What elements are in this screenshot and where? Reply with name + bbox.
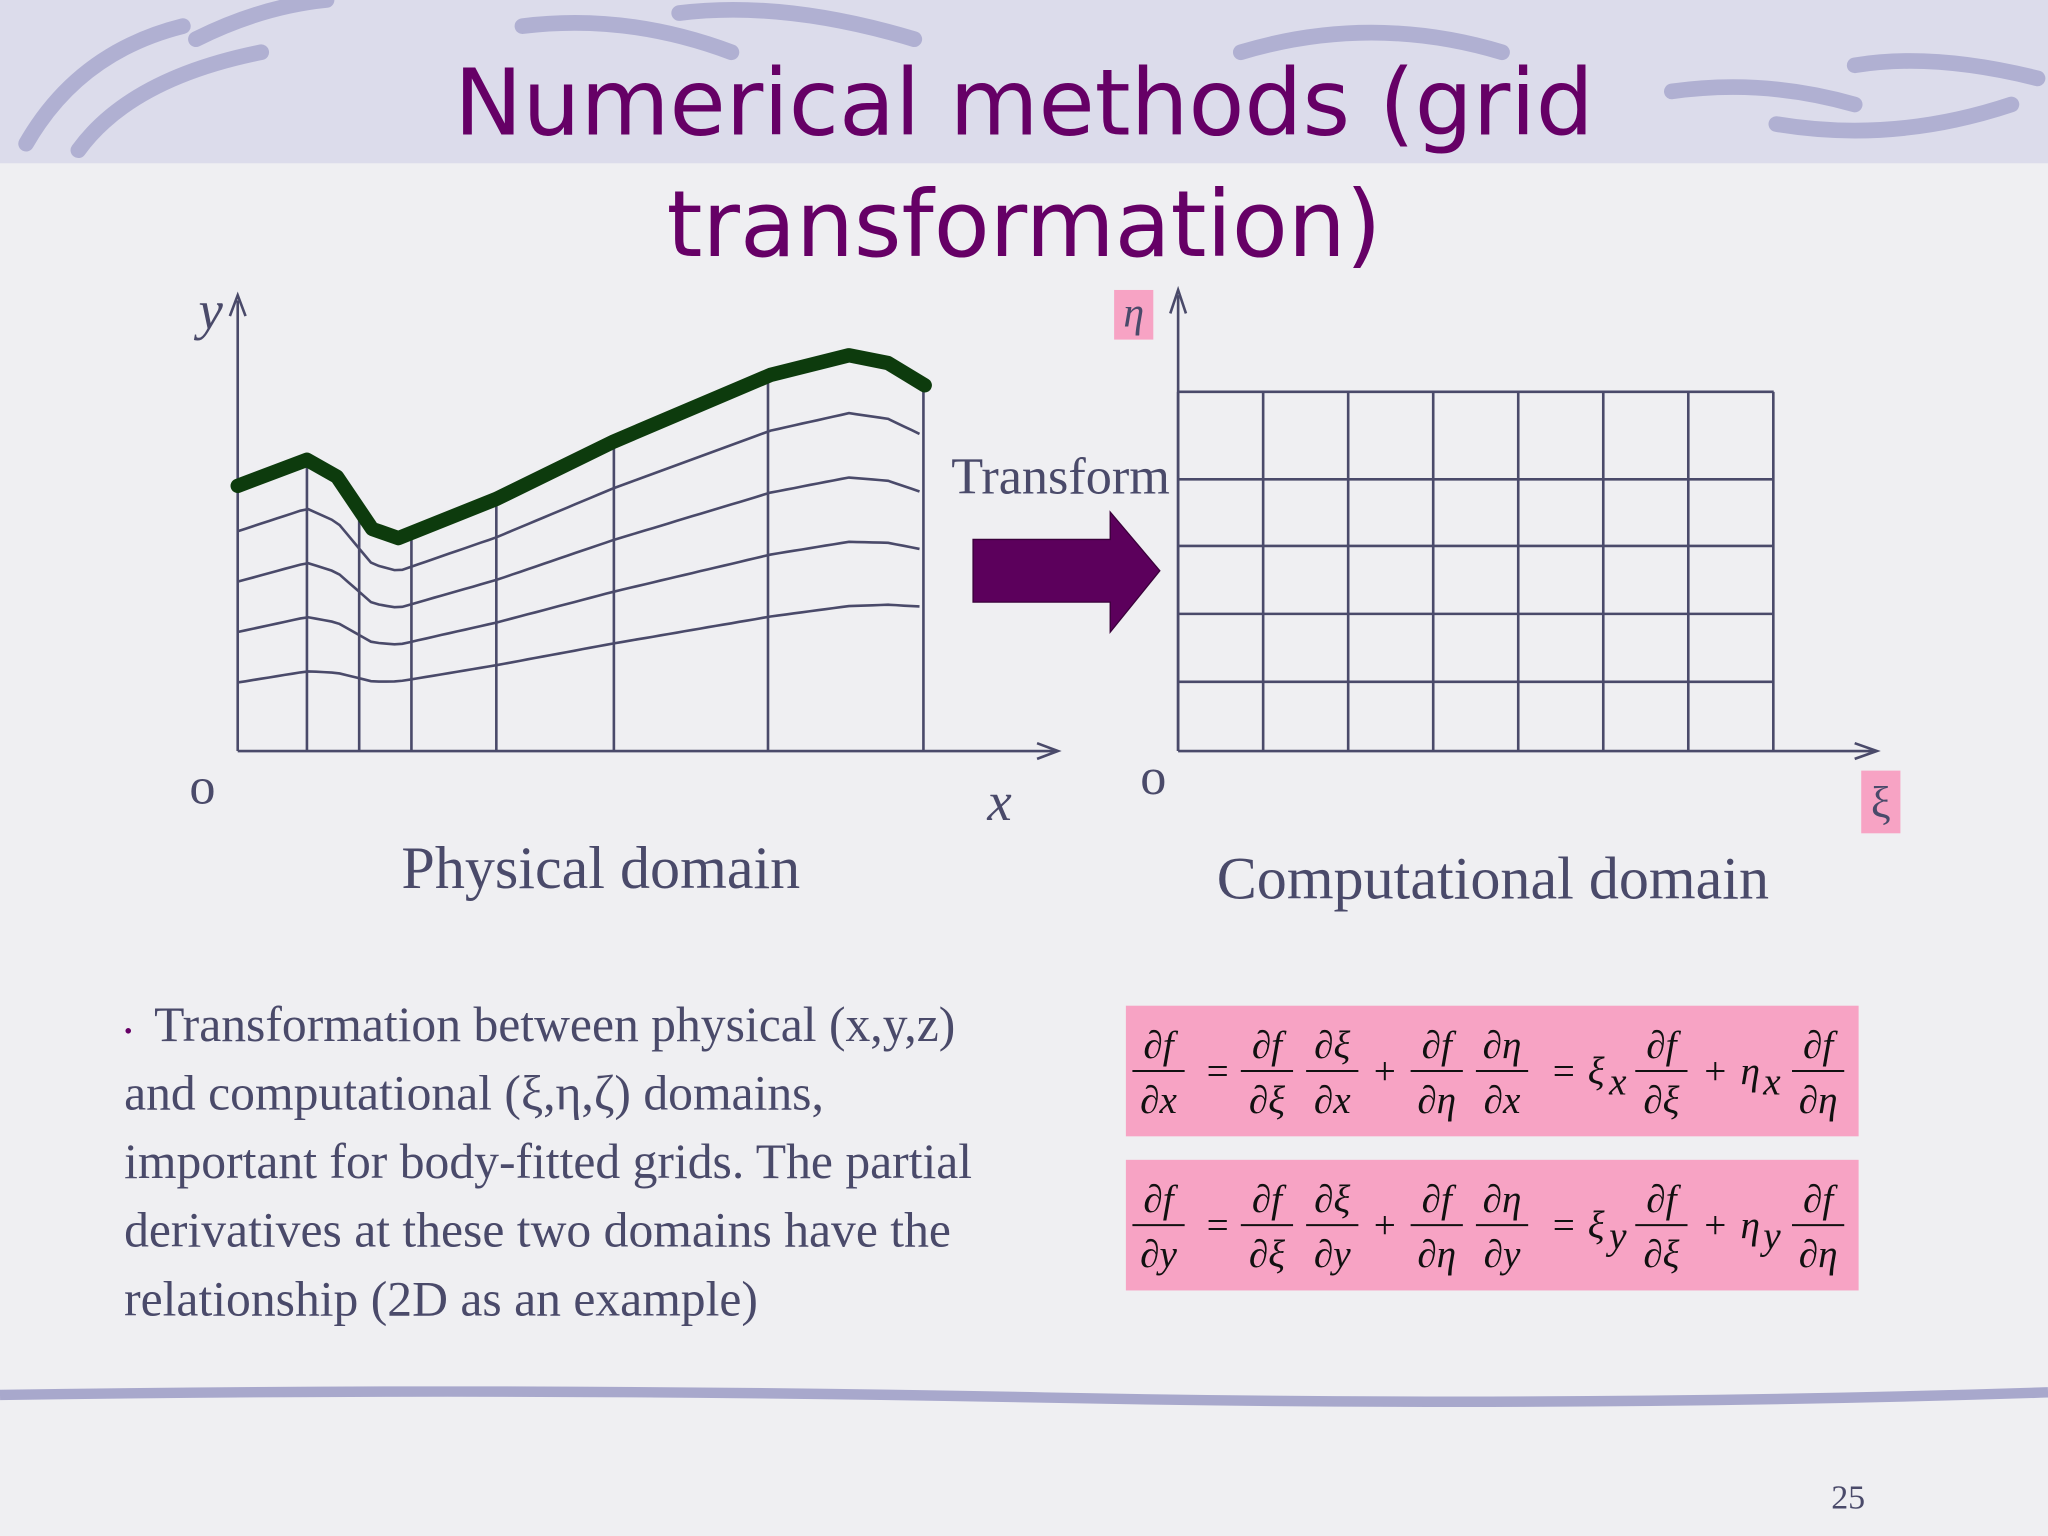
subscript: y xyxy=(1759,1215,1781,1258)
numerator: ∂f xyxy=(1422,1178,1457,1221)
symbol: = xyxy=(1204,1204,1230,1247)
y-axis-label: y xyxy=(194,280,224,341)
denominator: ∂y xyxy=(1314,1233,1351,1276)
bullet-marker: • xyxy=(124,1018,132,1044)
numerator: ∂f xyxy=(1143,1178,1178,1221)
symbol: + xyxy=(1702,1204,1728,1247)
numerator: ∂η xyxy=(1483,1178,1522,1221)
bullet-line: important for body-fitted grids. The par… xyxy=(124,1134,972,1189)
grid-curve xyxy=(237,476,920,609)
symbol: + xyxy=(1371,1204,1397,1247)
numerator: ∂f xyxy=(1143,1024,1178,1067)
denominator: ∂ξ xyxy=(1249,1233,1285,1276)
numerator: ∂f xyxy=(1252,1024,1287,1067)
origin-label: o xyxy=(189,757,215,815)
denominator: ∂ξ xyxy=(1249,1079,1285,1122)
symbol: η xyxy=(1740,1050,1759,1093)
symbol: = xyxy=(1550,1050,1576,1093)
grid-curve xyxy=(237,540,920,646)
transform-arrow xyxy=(972,510,1161,635)
page-number: 25 xyxy=(1831,1480,1865,1517)
symbol: ξ xyxy=(1588,1204,1605,1247)
denominator: ∂x xyxy=(1140,1079,1177,1122)
subscript: y xyxy=(1605,1215,1627,1258)
caption: Computational domain xyxy=(1217,845,1769,912)
label-highlight xyxy=(1114,289,1154,340)
transform-label: Transform xyxy=(951,448,1170,506)
y-axis-label: η xyxy=(1123,291,1144,337)
denominator: ∂η xyxy=(1799,1079,1838,1122)
grid-curve xyxy=(237,603,920,684)
denominator: ∂ξ xyxy=(1643,1233,1679,1276)
caption: Physical domain xyxy=(401,834,800,901)
bullet-line: relationship (2D as an example) xyxy=(124,1271,758,1326)
physical-axes xyxy=(228,291,1062,761)
numerator: ∂f xyxy=(1422,1024,1457,1067)
numerator: ∂ξ xyxy=(1314,1024,1350,1067)
bullet-line: and computational (ξ,η,ζ) domains, xyxy=(124,1066,824,1121)
denominator: ∂η xyxy=(1417,1233,1456,1276)
numerator: ∂f xyxy=(1646,1178,1681,1221)
numerator: ∂f xyxy=(1252,1178,1287,1221)
symbol: = xyxy=(1204,1050,1230,1093)
equations: ∂f∂x=∂f∂ξ∂ξ∂x+∂f∂η∂η∂x= ξ x∂f∂ξ+ η x∂f∂η∂f∂y… xyxy=(1132,1024,1845,1276)
title-line: transformation) xyxy=(667,171,1382,278)
header-swooshes xyxy=(18,0,2046,159)
x-axis-label: x xyxy=(986,771,1011,832)
computational-grid xyxy=(1169,285,1881,761)
denominator: ∂ξ xyxy=(1643,1079,1679,1122)
denominator: ∂η xyxy=(1799,1233,1838,1276)
label-highlight xyxy=(1861,770,1901,834)
footer-swoosh xyxy=(0,1386,2048,1407)
boundary-curve xyxy=(230,348,932,546)
symbol: + xyxy=(1702,1050,1728,1093)
numerator: ∂f xyxy=(1646,1024,1681,1067)
subscript: x xyxy=(1608,1061,1627,1104)
symbol: η xyxy=(1740,1204,1759,1247)
x-axis-label: ξ xyxy=(1871,778,1891,828)
title-line: Numerical methods (grid xyxy=(454,50,1594,157)
denominator: ∂η xyxy=(1417,1079,1456,1122)
symbol: + xyxy=(1371,1050,1397,1093)
numerator: ∂ξ xyxy=(1314,1178,1350,1221)
grid-curve xyxy=(237,411,921,572)
origin-label: o xyxy=(1140,748,1166,806)
numerator: ∂η xyxy=(1483,1024,1522,1067)
numerator: ∂f xyxy=(1803,1024,1838,1067)
bullet-text: Transformation between physical (x,y,z) a… xyxy=(124,997,972,1326)
bullet-line: Transformation between physical (x,y,z) xyxy=(154,997,955,1052)
bullet-line: derivatives at these two domains have th… xyxy=(124,1203,951,1258)
denominator: ∂y xyxy=(1140,1233,1177,1276)
subscript: x xyxy=(1762,1061,1781,1104)
numerator: ∂f xyxy=(1803,1178,1838,1221)
denominator: ∂x xyxy=(1484,1079,1521,1122)
symbol: ξ xyxy=(1588,1050,1605,1093)
denominator: ∂x xyxy=(1314,1079,1351,1122)
physical-grid xyxy=(230,348,932,752)
symbol: = xyxy=(1550,1204,1576,1247)
denominator: ∂y xyxy=(1484,1233,1521,1276)
